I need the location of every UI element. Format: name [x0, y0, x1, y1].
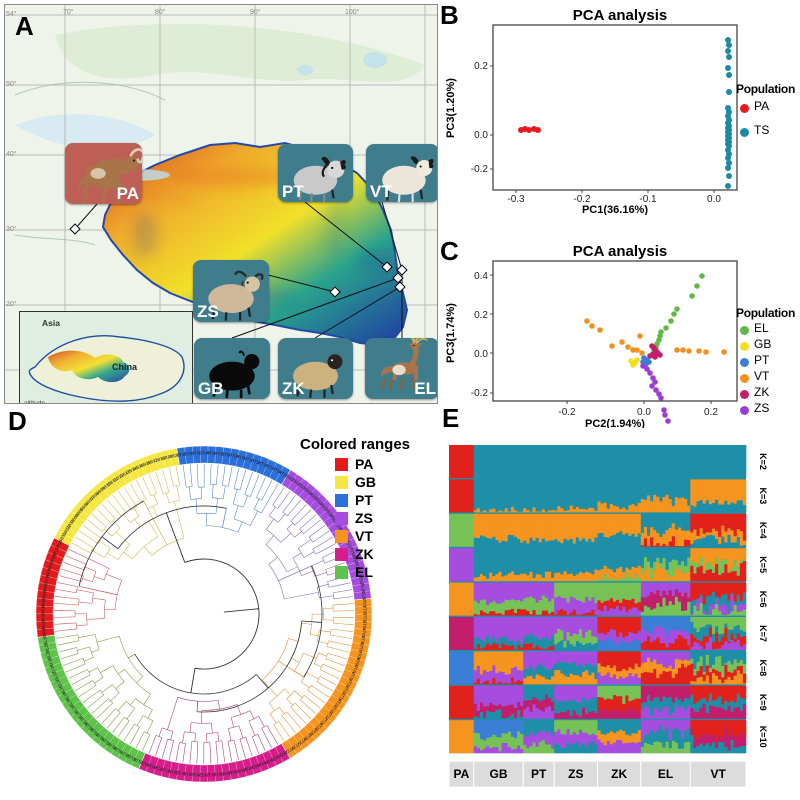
svg-text:PC3(1.20%): PC3(1.20%) — [445, 78, 457, 138]
svg-text:K=5: K=5 — [758, 556, 768, 573]
svg-text:PA: PA — [453, 767, 469, 781]
svg-text:0.4: 0.4 — [474, 271, 488, 282]
svg-text:70°: 70° — [63, 8, 74, 16]
svg-text:90°: 90° — [250, 8, 261, 16]
svg-text:PC3(1.74%): PC3(1.74%) — [445, 303, 457, 363]
svg-text:20°: 20° — [6, 300, 17, 308]
svg-text:-0.3: -0.3 — [507, 194, 525, 205]
svg-text:China: China — [112, 362, 138, 372]
svg-text:PC1(36.16%): PC1(36.16%) — [582, 204, 648, 215]
svg-text:PT: PT — [531, 767, 547, 781]
svg-text:30°: 30° — [6, 225, 17, 233]
svg-text:40°: 40° — [6, 150, 17, 158]
svg-text:K=10: K=10 — [758, 726, 768, 748]
svg-text:K=6: K=6 — [758, 591, 768, 608]
svg-text:EL: EL — [658, 767, 673, 781]
svg-text:VT: VT — [710, 767, 726, 781]
svg-text:Asia: Asia — [42, 318, 60, 328]
svg-text:0.2: 0.2 — [474, 61, 488, 72]
svg-text:K=4: K=4 — [758, 522, 768, 539]
svg-text:80°: 80° — [155, 8, 166, 16]
svg-text:K=9: K=9 — [758, 694, 768, 711]
svg-text:K=8: K=8 — [758, 660, 768, 677]
svg-text:GB: GB — [490, 767, 508, 781]
svg-text:100°: 100° — [345, 8, 360, 16]
svg-text:-0.2: -0.2 — [471, 164, 489, 175]
svg-text:50°: 50° — [6, 80, 17, 88]
svg-text:0.0: 0.0 — [474, 349, 488, 360]
svg-text:K=7: K=7 — [758, 625, 768, 642]
svg-text:K=2: K=2 — [758, 453, 768, 470]
svg-text:0.0: 0.0 — [474, 130, 488, 141]
svg-text:A: A — [15, 11, 34, 41]
svg-text:ZS: ZS — [568, 767, 583, 781]
svg-text:-0.2: -0.2 — [471, 388, 489, 399]
svg-text:K=3: K=3 — [758, 488, 768, 505]
svg-text:0.2: 0.2 — [474, 310, 488, 321]
svg-text:ZK: ZK — [611, 767, 627, 781]
svg-text:0.0: 0.0 — [707, 194, 721, 205]
